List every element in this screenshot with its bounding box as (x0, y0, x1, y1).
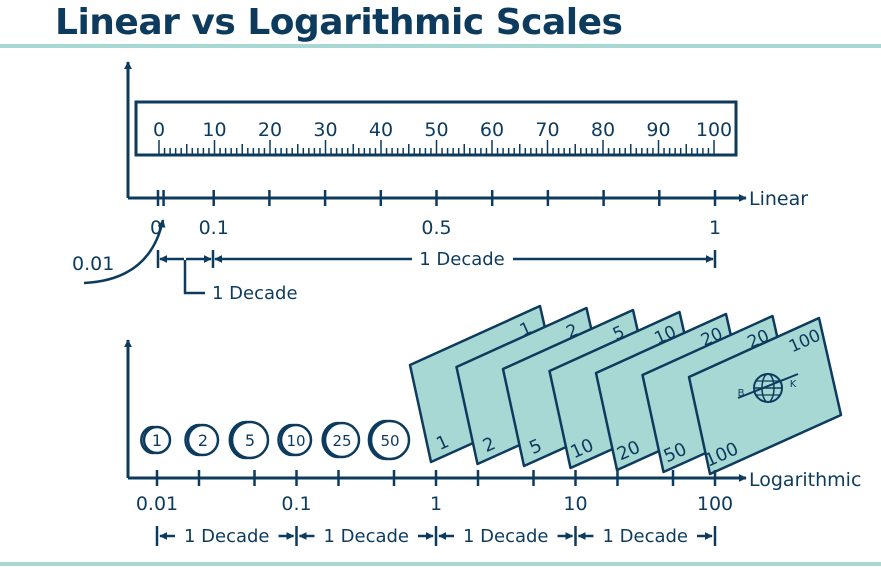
ruler (134, 100, 738, 157)
log-tick-label: 100 (697, 493, 733, 515)
coin-face (279, 423, 313, 457)
banknote-body (687, 316, 843, 476)
log-axis-label: Logarithmic (749, 469, 861, 491)
ruler-label: 20 (258, 119, 282, 141)
ruler-label: 30 (313, 119, 337, 141)
ruler-label: 90 (646, 119, 670, 141)
coin-face (186, 423, 220, 457)
ruler-labels: 0 10 20 30 40 50 60 70 80 90 100 (153, 119, 732, 141)
coin: 10 (277, 423, 313, 457)
log-tick-label: 10 (563, 493, 587, 515)
emblem-letter-right: K (790, 379, 797, 390)
banknote-emblem: BK (737, 373, 799, 403)
log-tick-label: 1 (430, 493, 442, 515)
linear-axis-label: Linear (749, 188, 808, 210)
ruler-label: 50 (424, 119, 448, 141)
coin-face (369, 419, 411, 461)
log-axis-ticks (155, 470, 717, 486)
coin-value: 5 (245, 431, 255, 450)
ruler-label: 80 (591, 119, 615, 141)
emblem-band (737, 373, 799, 399)
page-title: Linear vs Logarithmic Scales (55, 2, 623, 43)
emblem-letter-left: B (738, 388, 745, 399)
linear-axis-ticks (156, 190, 717, 206)
callout-value: 0.01 (72, 253, 114, 275)
coin-face (230, 420, 270, 460)
linear-tick-label: 0.1 (199, 217, 229, 239)
ruler-label: 0 (153, 119, 165, 141)
linear-tick-label: 0.5 (421, 217, 451, 239)
coin-face (142, 425, 172, 455)
coin: 25 (321, 421, 361, 459)
span-small-leader (183, 260, 205, 295)
coin-value: 50 (380, 432, 399, 450)
ruler-ticks (158, 140, 715, 154)
ruler-label: 10 (202, 119, 226, 141)
callout-curve (83, 219, 166, 285)
bottom-divider (0, 562, 881, 566)
decade-spans: 1 Decade 1 Decade 1 Decade 1 Decade (155, 526, 717, 547)
decade-label: 1 Decade (323, 526, 409, 547)
coin: 5 (228, 420, 270, 460)
log-tick-label: 0.01 (136, 493, 178, 515)
decade-label: 1 Decade (463, 526, 549, 547)
ruler-label: 60 (480, 119, 504, 141)
span-big-label: 1 Decade (419, 249, 505, 270)
log-tick-labels: 0.01 0.1 1 10 100 (136, 493, 733, 515)
span-small-label: 1 Decade (212, 283, 298, 304)
coin-value: 25 (332, 432, 351, 450)
ruler-label: 40 (369, 119, 393, 141)
coin-value: 10 (286, 432, 305, 450)
linear-tick-label: 1 (709, 217, 721, 239)
coin-face (323, 421, 361, 459)
ruler-label: 100 (696, 119, 732, 141)
coin-value: 1 (152, 431, 162, 450)
decade-label: 1 Decade (602, 526, 688, 547)
coin: 1 (140, 425, 172, 455)
coins: 1 2 5 10 25 50 (140, 419, 411, 461)
top-divider (0, 44, 881, 48)
decade-label: 1 Decade (184, 526, 270, 547)
coin-value: 2 (198, 431, 208, 450)
coin: 2 (184, 423, 220, 457)
coin: 50 (367, 419, 411, 461)
ruler-label: 70 (535, 119, 559, 141)
linear-tick-labels: 0 0.1 0.5 1 (150, 217, 721, 239)
log-tick-label: 0.1 (281, 493, 311, 515)
